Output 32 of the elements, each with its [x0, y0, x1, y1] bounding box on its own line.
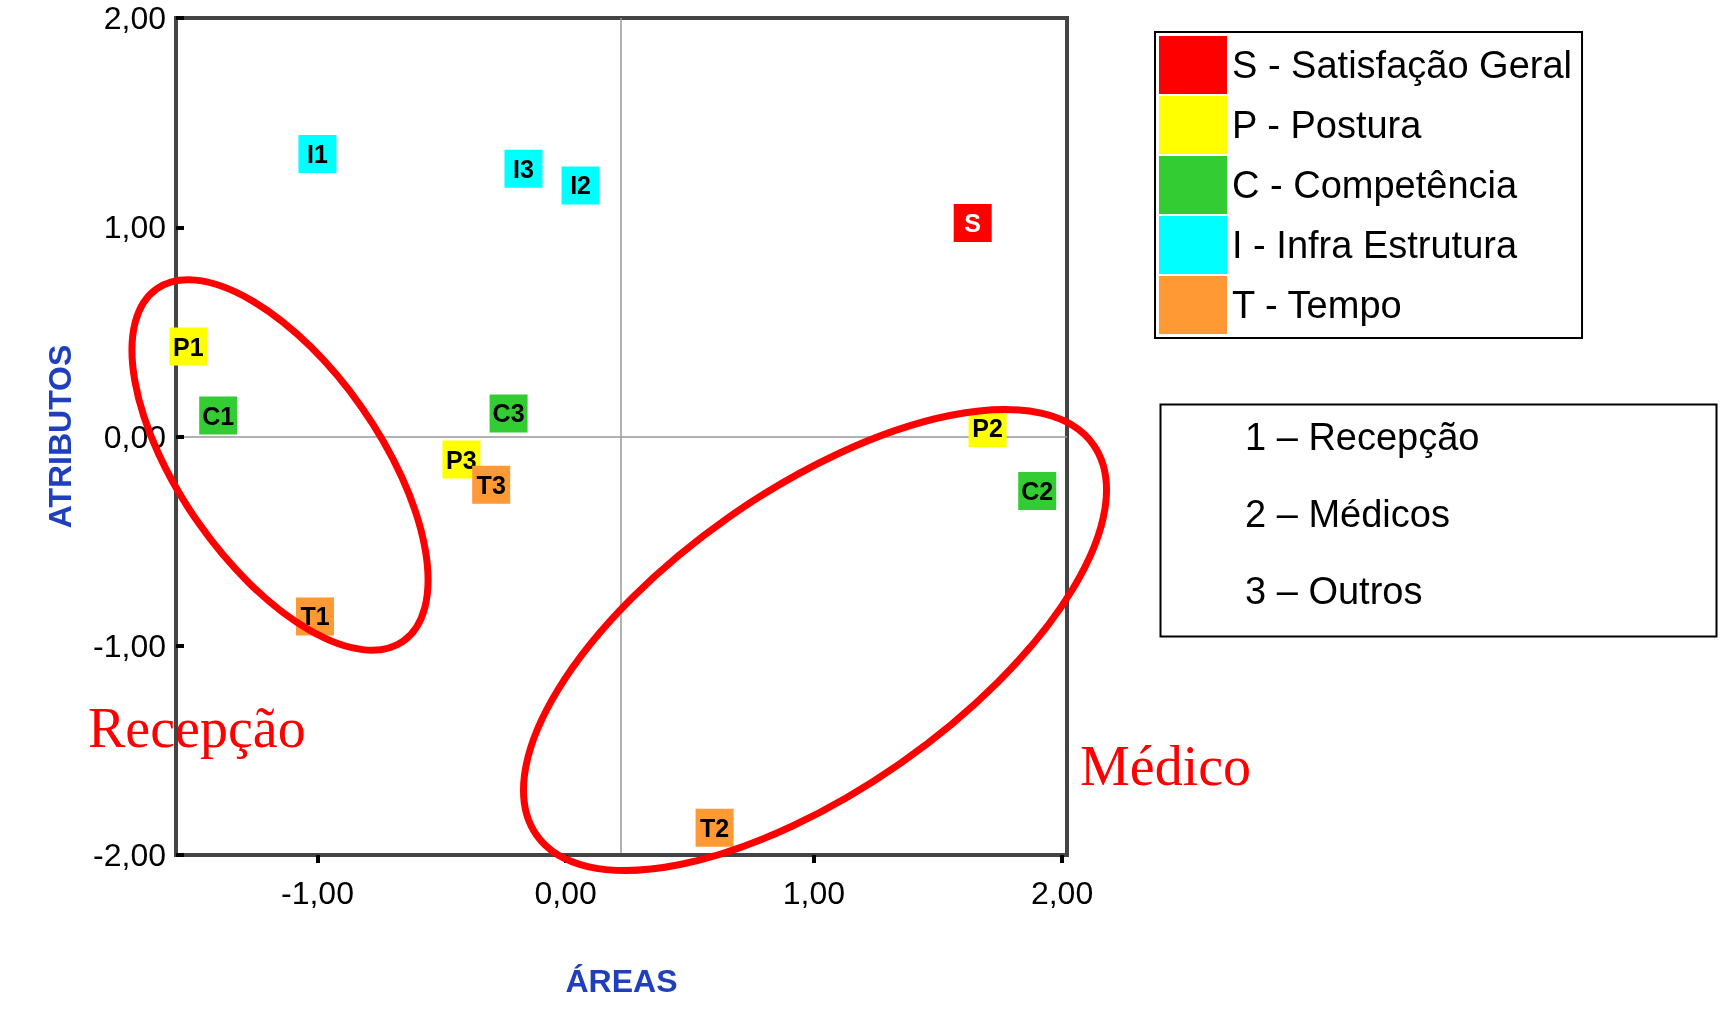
- data-label: I3: [513, 154, 534, 183]
- data-label: I2: [570, 171, 591, 200]
- data-label: T1: [300, 602, 330, 631]
- data-label: I1: [307, 140, 328, 169]
- text: 3 – Outros: [1245, 570, 1423, 612]
- data-label: C1: [202, 401, 235, 430]
- x-tick-label: 1,00: [782, 875, 845, 911]
- data-label: P2: [972, 414, 1003, 443]
- legend-label: C - Competência: [1232, 164, 1518, 206]
- legend-label: I - Infra Estrutura: [1232, 224, 1518, 266]
- x-tick-label: 0,00: [534, 875, 597, 911]
- data-label: S: [964, 209, 982, 238]
- data-label: C3: [492, 399, 525, 428]
- y-tick-label: 2,00: [103, 0, 166, 36]
- x-axis-title: ÁREAS: [565, 963, 678, 999]
- y-tick-label: 1,00: [103, 209, 166, 246]
- text: 1 – Recepção: [1245, 416, 1480, 458]
- data-label: P1: [173, 332, 204, 361]
- data-label: P3: [446, 445, 477, 474]
- x-tick-label: -1,00: [281, 875, 354, 911]
- legend-label: S - Satisfação Geral: [1232, 44, 1573, 86]
- data-label: T3: [476, 470, 506, 499]
- data-label: C2: [1021, 476, 1054, 505]
- text: Médico: [1080, 735, 1252, 797]
- legend-label: P - Postura: [1232, 104, 1423, 146]
- x-tick-label: 2,00: [1030, 875, 1094, 911]
- y-tick-label: -1,00: [93, 627, 166, 664]
- y-axis-title: ATRIBUTOS: [42, 344, 78, 529]
- y-tick-label: -2,00: [93, 837, 166, 873]
- data-label: T2: [699, 813, 730, 842]
- legend-label: T - Tempo: [1232, 284, 1402, 326]
- text: 2 – Médicos: [1245, 493, 1450, 535]
